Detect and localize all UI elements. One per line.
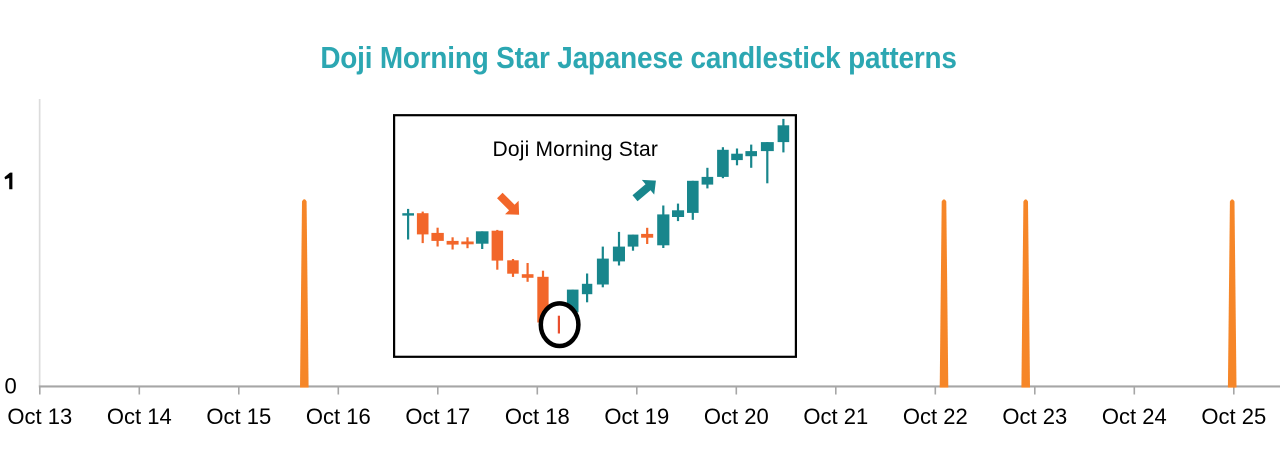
svg-text:Oct 19: Oct 19 [604,404,669,429]
svg-text:Oct 16: Oct 16 [306,404,371,429]
svg-text:Doji Morning Star Japanese can: Doji Morning Star Japanese candlestick p… [320,41,956,76]
svg-text:Doji Morning Star: Doji Morning Star [492,138,658,161]
svg-text:Oct 23: Oct 23 [1002,404,1067,429]
svg-text:Oct 21: Oct 21 [803,404,868,429]
svg-text:Oct 15: Oct 15 [206,404,271,429]
svg-text:Oct 25: Oct 25 [1201,404,1266,429]
svg-text:Oct 18: Oct 18 [505,404,570,429]
svg-text:Oct 20: Oct 20 [704,404,769,429]
svg-text:0: 0 [4,374,16,399]
svg-text:Oct 22: Oct 22 [903,404,968,429]
svg-text:Oct 13: Oct 13 [7,404,72,429]
svg-text:Oct 14: Oct 14 [107,404,172,429]
svg-text:Oct 24: Oct 24 [1102,404,1167,429]
svg-text:Oct 17: Oct 17 [405,404,470,429]
